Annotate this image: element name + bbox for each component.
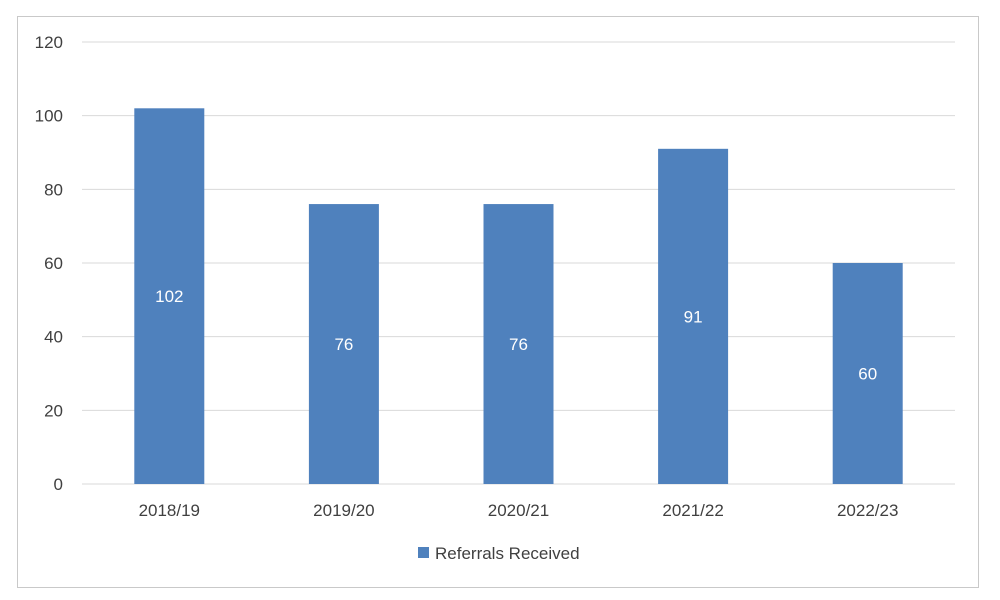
x-tick-label: 2019/20 bbox=[313, 501, 374, 520]
data-labels: 102 76 76 91 60 bbox=[155, 287, 877, 383]
x-axis-tick-labels: 2018/19 2019/20 2020/21 2021/22 2022/23 bbox=[139, 501, 899, 520]
y-tick-label: 0 bbox=[54, 475, 63, 494]
bar-2020-21 bbox=[483, 204, 554, 485]
bar-2018-19 bbox=[134, 108, 205, 485]
legend: Referrals Received bbox=[418, 544, 580, 563]
x-tick-label: 2022/23 bbox=[837, 501, 898, 520]
y-tick-label: 20 bbox=[44, 401, 63, 420]
y-tick-label: 40 bbox=[44, 328, 63, 347]
y-axis-tick-labels: 0 20 40 60 80 100 120 bbox=[35, 33, 63, 494]
data-label-2019-20: 76 bbox=[334, 335, 353, 354]
y-tick-label: 80 bbox=[44, 180, 63, 199]
x-tick-label: 2018/19 bbox=[139, 501, 200, 520]
gridlines bbox=[82, 41, 955, 485]
bar-2022-23 bbox=[832, 263, 903, 484]
legend-swatch-referrals-received bbox=[418, 547, 429, 558]
y-tick-label: 120 bbox=[35, 33, 63, 52]
data-label-2021-22: 91 bbox=[684, 307, 703, 326]
x-tick-label: 2020/21 bbox=[488, 501, 549, 520]
bar-2019-20 bbox=[308, 204, 379, 485]
data-label-2020-21: 76 bbox=[509, 335, 528, 354]
bar-2021-22 bbox=[658, 148, 729, 485]
y-tick-label: 100 bbox=[35, 107, 63, 126]
y-tick-label: 60 bbox=[44, 254, 63, 273]
data-label-2018-19: 102 bbox=[155, 287, 183, 306]
bars bbox=[134, 108, 903, 485]
x-tick-label: 2021/22 bbox=[662, 501, 723, 520]
data-label-2022-23: 60 bbox=[858, 365, 877, 384]
legend-label-referrals-received: Referrals Received bbox=[435, 544, 580, 563]
